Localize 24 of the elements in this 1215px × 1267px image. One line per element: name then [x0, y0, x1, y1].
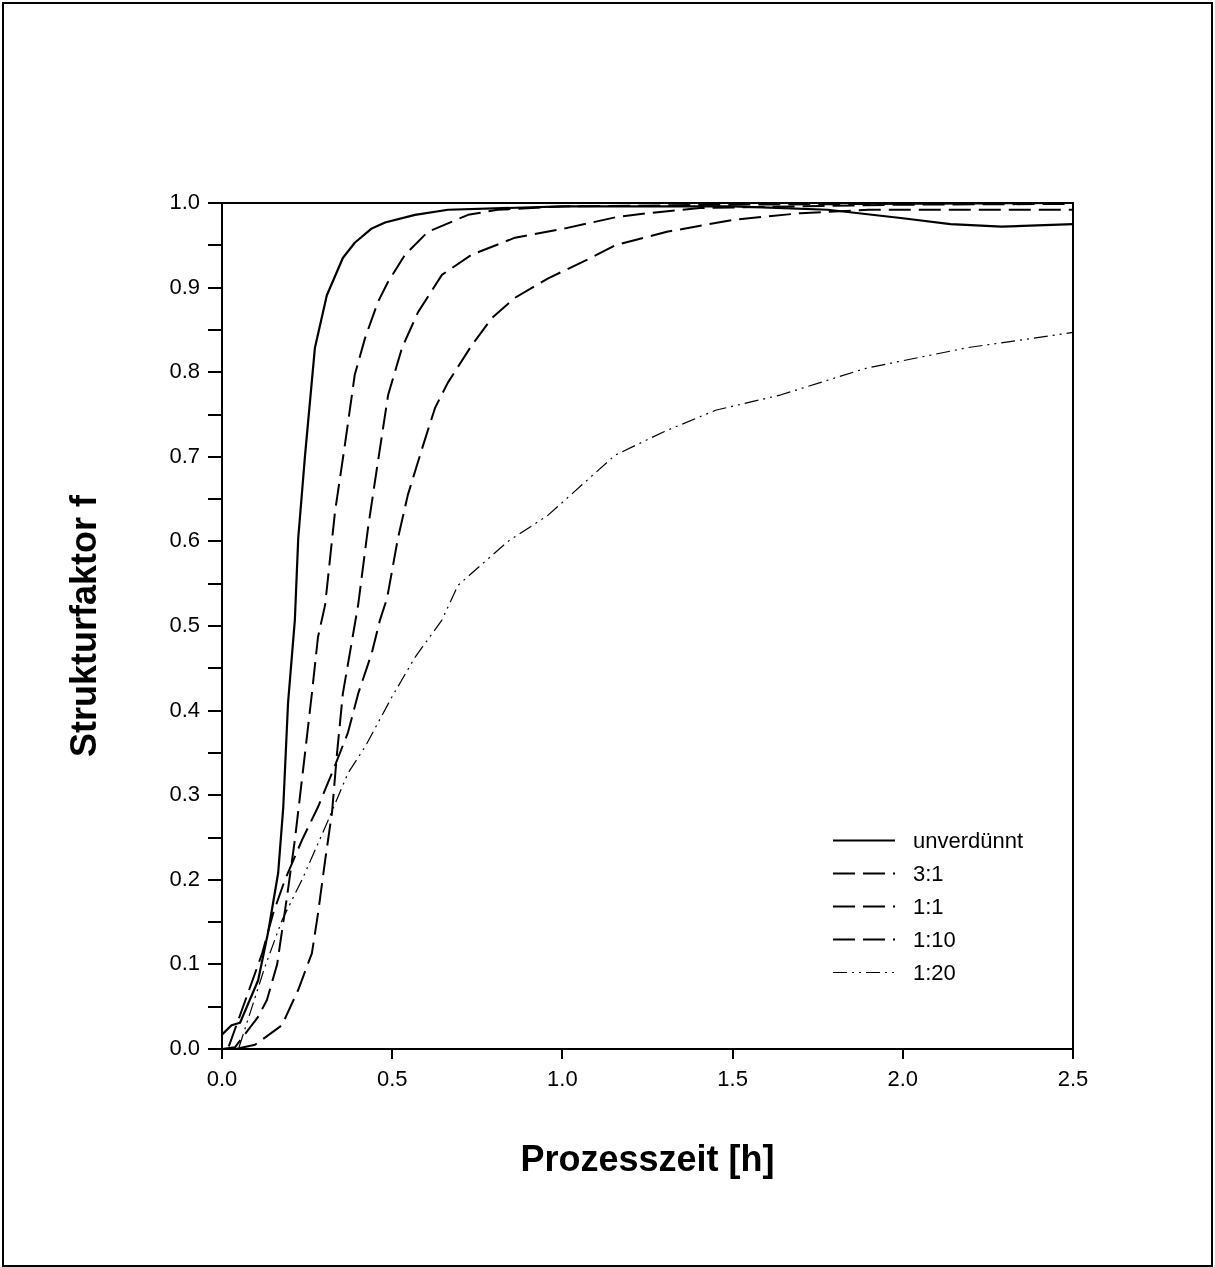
y-tick-label: 1.0	[169, 189, 200, 215]
y-tick-label: 0.5	[169, 612, 200, 638]
legend-label: 1:10	[913, 926, 956, 952]
x-tick-label: 1.5	[717, 1066, 748, 1092]
x-tick-label: 1.0	[547, 1066, 578, 1092]
x-tick-label: 0.5	[376, 1066, 408, 1092]
legend-label: unverdünnt	[913, 827, 1024, 853]
y-tick-label: 0.8	[169, 358, 200, 384]
y-tick-label: 0.9	[169, 273, 200, 299]
legend-label: 1:20	[913, 959, 956, 985]
x-tick-label: 0.0	[206, 1066, 238, 1092]
y-tick-label: 0.6	[169, 527, 200, 553]
x-axis-title: Prozesszeit [h]	[520, 1138, 775, 1180]
legend-label: 3:1	[913, 860, 944, 886]
y-tick-label: 0.4	[169, 696, 200, 722]
y-tick-label: 0.2	[169, 865, 200, 891]
y-tick-label: 0.1	[169, 950, 200, 976]
legend-label: 1:1	[913, 893, 944, 919]
x-tick-label: 2.5	[1057, 1066, 1089, 1092]
y-tick-label: 0.0	[169, 1035, 200, 1061]
y-tick-label: 0.7	[169, 442, 200, 468]
y-axis-title: Strukturfaktor f	[62, 493, 104, 758]
y-tick-label: 0.3	[169, 781, 200, 807]
x-tick-label: 2.0	[887, 1066, 919, 1092]
